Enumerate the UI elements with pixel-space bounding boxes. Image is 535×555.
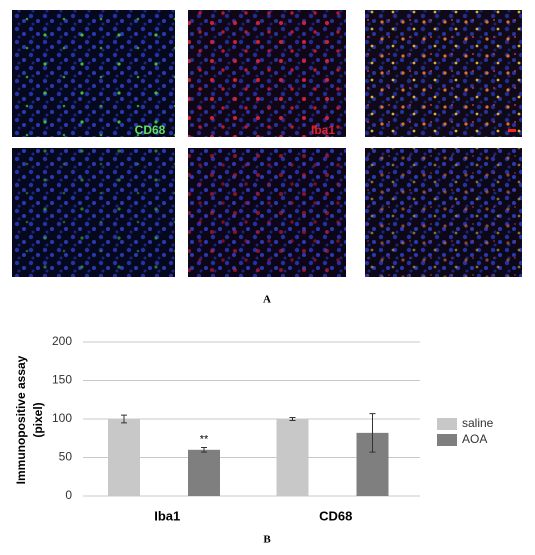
- legend-label: AOA: [462, 432, 487, 446]
- micrograph-stain: [188, 10, 346, 137]
- micrograph-stain: [365, 148, 522, 277]
- bar: [188, 449, 220, 496]
- y-axis-title-line: (pixel): [31, 402, 45, 437]
- error-bar: [289, 416, 296, 422]
- panel-label: B: [263, 534, 271, 546]
- micrograph-stain: [12, 148, 175, 277]
- legend-swatch: [437, 434, 457, 446]
- error-bar: [121, 414, 127, 424]
- significance-label: **: [200, 433, 209, 445]
- y-tick-label: 0: [65, 488, 72, 502]
- x-tick-label: CD68: [319, 508, 352, 523]
- image-label: Iba1: [311, 123, 335, 137]
- micrograph-stain: [188, 148, 346, 277]
- bar: [108, 419, 140, 496]
- y-tick-label: 100: [52, 411, 72, 425]
- legend-swatch: [437, 418, 457, 430]
- bar: [276, 419, 309, 496]
- legend-label: saline: [462, 416, 494, 430]
- y-tick-label: 150: [52, 373, 72, 387]
- scale-bar: [508, 129, 516, 132]
- micrograph-stain: [365, 10, 522, 137]
- y-tick-label: 50: [59, 450, 73, 464]
- error-bar: [369, 413, 376, 453]
- image-label: CD68: [135, 123, 166, 137]
- x-tick-label: Iba1: [154, 508, 180, 523]
- y-axis-title: Immunopositive assay (pixel): [14, 355, 45, 484]
- y-tick-label: 200: [52, 334, 72, 348]
- y-axis-title-line: Immunopositive assay: [14, 355, 28, 484]
- panel-label: A: [263, 294, 271, 306]
- micrographs: CD68 Iba1: [12, 10, 522, 277]
- error-bar: [201, 446, 207, 453]
- micrograph-stain: [12, 10, 175, 137]
